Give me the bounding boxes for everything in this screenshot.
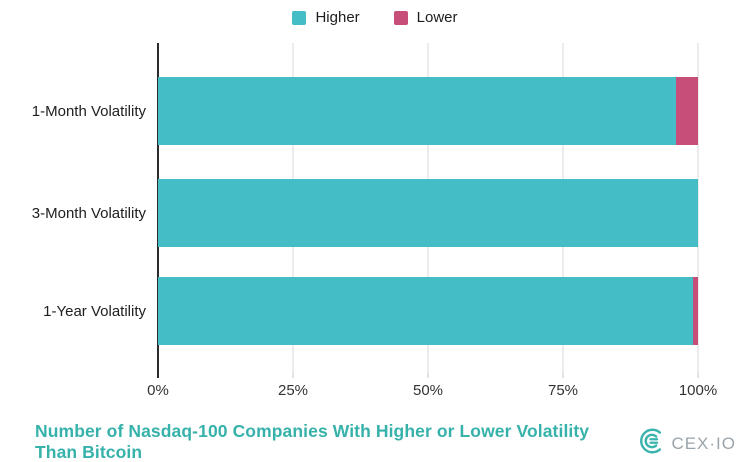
- bar-row: 3-Month Volatility: [32, 179, 698, 247]
- chart-title-line-1: Number of Nasdaq-100 Companies With High…: [35, 421, 590, 441]
- bar-segment-higher: [158, 277, 693, 345]
- bar-segment-higher: [158, 179, 698, 247]
- x-tick-mark: [157, 373, 159, 378]
- bar-segment-higher: [158, 77, 677, 145]
- x-tick-label: 100%: [678, 382, 718, 399]
- bar-track: [158, 77, 698, 145]
- y-category-label: 1-Year Volatility: [43, 302, 146, 320]
- bar-segment-lower: [692, 277, 698, 345]
- x-tick-label: 50%: [412, 382, 444, 399]
- plot-area: 1-Month Volatility 3-Month Volatility 1-…: [32, 43, 699, 373]
- lower-swatch: [393, 10, 408, 25]
- x-tick-mark: [562, 373, 564, 378]
- chart-title-line-2: Than Bitcoin: [35, 442, 143, 462]
- bar-track: [158, 179, 698, 247]
- x-tick-mark: [292, 373, 294, 378]
- bar-track: [158, 277, 698, 345]
- legend-label-lower: Lower: [416, 9, 458, 26]
- x-axis: 0% 25% 50% 75% 100%: [147, 373, 717, 407]
- higher-swatch: [292, 10, 307, 25]
- bar-row: 1-Year Volatility: [43, 277, 698, 345]
- legend-label-higher: Higher: [315, 9, 360, 26]
- bar-row: 1-Month Volatility: [32, 77, 698, 145]
- cexio-wordmark: CEX·IO: [671, 433, 736, 453]
- chart-title: Number of Nasdaq-100 Companies With High…: [35, 421, 589, 462]
- cexio-logo-icon: [636, 426, 666, 461]
- x-tick-mark: [697, 373, 699, 378]
- bar-segment-lower: [676, 77, 698, 145]
- legend-item-higher: Higher: [292, 9, 360, 26]
- x-tick-label: 0%: [147, 382, 169, 399]
- legend: Higher Lower: [0, 9, 750, 26]
- legend-item-lower: Lower: [393, 9, 458, 26]
- x-tick-mark: [427, 373, 429, 378]
- cexio-logo: CEX·IO: [636, 426, 736, 461]
- y-category-label: 3-Month Volatility: [31, 204, 146, 222]
- y-category-label: 1-Month Volatility: [31, 102, 146, 120]
- x-tick-label: 75%: [547, 382, 579, 399]
- x-tick-label: 25%: [277, 382, 309, 399]
- gridline-100: [697, 43, 699, 373]
